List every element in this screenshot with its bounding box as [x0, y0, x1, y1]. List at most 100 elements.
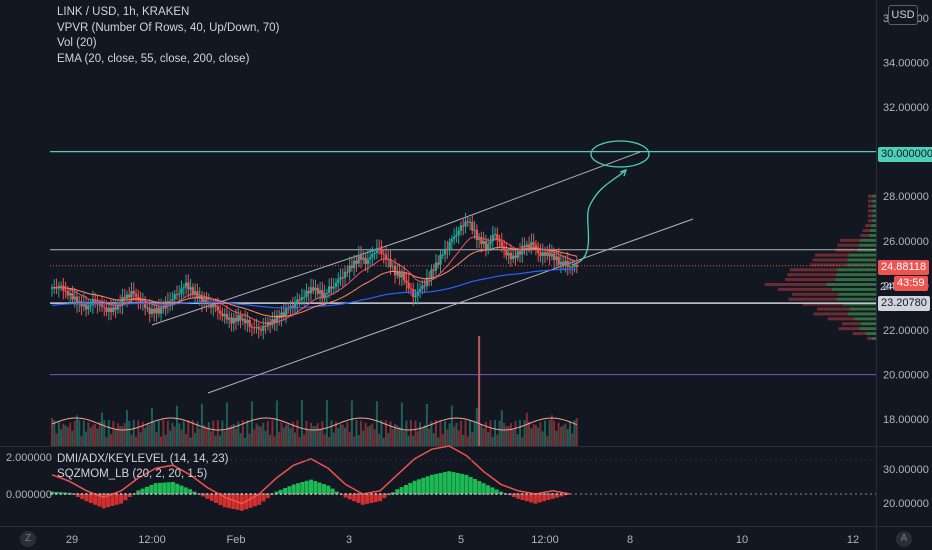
volume-bar: [525, 412, 528, 446]
currency-button[interactable]: USD: [888, 5, 918, 25]
sqz-dot: [478, 493, 481, 495]
candle-body: [325, 293, 329, 295]
vpvr-bar-up: [825, 282, 876, 286]
auto-scale-icon[interactable]: A: [896, 531, 912, 547]
candle-body: [91, 299, 95, 306]
candle-body: [516, 251, 519, 258]
x-tick-label: 3: [346, 534, 352, 546]
sqz-bar: [300, 482, 305, 494]
volume-bar: [321, 420, 324, 446]
sqz-bar: [416, 479, 421, 494]
volume-bar: [387, 433, 390, 446]
sqz-dot: [512, 493, 515, 495]
sqz-dot: [202, 493, 205, 495]
vpvr-bar-up: [836, 297, 876, 301]
sqz-bar: [226, 494, 231, 509]
candle-body: [305, 290, 308, 297]
vpvr-bar-up: [847, 258, 876, 262]
volume-bar: [191, 420, 194, 446]
sqz-bar: [451, 472, 456, 494]
sqz-bar: [438, 473, 443, 494]
candle-body: [530, 242, 533, 248]
sqzmom-label[interactable]: SQZMOM_LB (20, 2, 20, 1.5): [57, 468, 208, 480]
volume-bar: [307, 429, 310, 446]
volume-bar: [146, 424, 149, 446]
sqz-bar: [524, 494, 529, 502]
volume-bar: [550, 415, 553, 446]
sqz-dot: [491, 493, 494, 495]
candle-body: [50, 287, 54, 289]
sqz-dot: [292, 493, 295, 495]
candle-body: [432, 269, 435, 271]
candle-body: [339, 277, 342, 280]
ema-label[interactable]: EMA (20, close, 55, close, 200, close): [57, 52, 250, 65]
candle-body: [273, 319, 276, 323]
sqz-bar: [343, 494, 348, 498]
volume-bar: [371, 423, 374, 446]
sqz-dot: [266, 493, 269, 495]
vpvr-bar-up: [854, 317, 876, 321]
sqz-bar: [559, 494, 564, 497]
volume-bar: [100, 412, 103, 446]
volume-bar: [135, 436, 138, 446]
volume-bar: [285, 424, 288, 446]
projection-arrowhead: [619, 168, 628, 177]
vpvr-bar-down: [868, 194, 873, 198]
candle-body: [143, 301, 147, 308]
candle-body: [184, 282, 188, 288]
volume-bar: [189, 437, 192, 446]
ema-20-line: [51, 235, 577, 325]
candle-body: [225, 314, 229, 320]
sqz-dot: [76, 493, 79, 495]
volume-bar: [137, 420, 140, 446]
candle-body: [112, 307, 115, 312]
volume-bar: [119, 425, 122, 446]
sqz-bar: [287, 486, 292, 494]
timezone-icon[interactable]: Z: [20, 531, 36, 547]
volume-bar: [482, 428, 485, 446]
volume-bar: [157, 420, 160, 446]
volume-bar: [425, 403, 428, 446]
vpvr-bar-up: [838, 292, 876, 296]
volume-bar: [69, 422, 72, 446]
candle-body: [287, 308, 290, 310]
volume-bar: [75, 415, 78, 446]
sqz-bar: [157, 482, 162, 494]
candle-body: [566, 260, 569, 267]
sqz-dot: [63, 493, 66, 495]
symbol-label[interactable]: LINK / USD, 1h, KRAKEN: [57, 6, 190, 18]
sqz-dot: [318, 493, 321, 495]
candle-body: [543, 252, 547, 256]
volume-label[interactable]: Vol (20): [57, 37, 97, 49]
sqz-dot: [387, 493, 390, 495]
vpvr-bar-up: [846, 263, 876, 267]
vpvr-label[interactable]: VPVR (Number Of Rows, 40, Up/Down, 70): [57, 21, 280, 34]
volume-bar: [428, 428, 431, 446]
volume-bar: [144, 428, 147, 446]
volume-bar: [519, 420, 522, 446]
vpvr-bar-down: [842, 322, 861, 326]
candle-body: [209, 302, 213, 308]
candle-body: [107, 307, 110, 312]
candle-body: [505, 249, 508, 256]
vpvr-bar-up: [868, 233, 876, 237]
sqz-dot: [331, 493, 334, 495]
candle-body: [334, 282, 338, 287]
candle-body: [307, 290, 310, 294]
sqz-dot: [508, 493, 511, 495]
volume-bar: [473, 421, 476, 446]
y-tick-label: 26.00000: [883, 236, 929, 248]
candle-body: [414, 295, 417, 298]
volume-bar: [239, 433, 242, 446]
sqz-dot: [538, 493, 541, 495]
vpvr-bar-down: [785, 278, 836, 282]
x-tick-label: 12:00: [138, 534, 166, 546]
dmi-label[interactable]: DMI/ADX/KEYLEVEL (14, 14, 23): [57, 453, 229, 465]
sqz-bar: [516, 494, 521, 499]
volume-bar: [423, 425, 426, 446]
volume-bar: [248, 433, 251, 446]
candle-body: [298, 299, 301, 301]
candle-body: [364, 257, 367, 264]
sqz-bar: [162, 482, 167, 494]
